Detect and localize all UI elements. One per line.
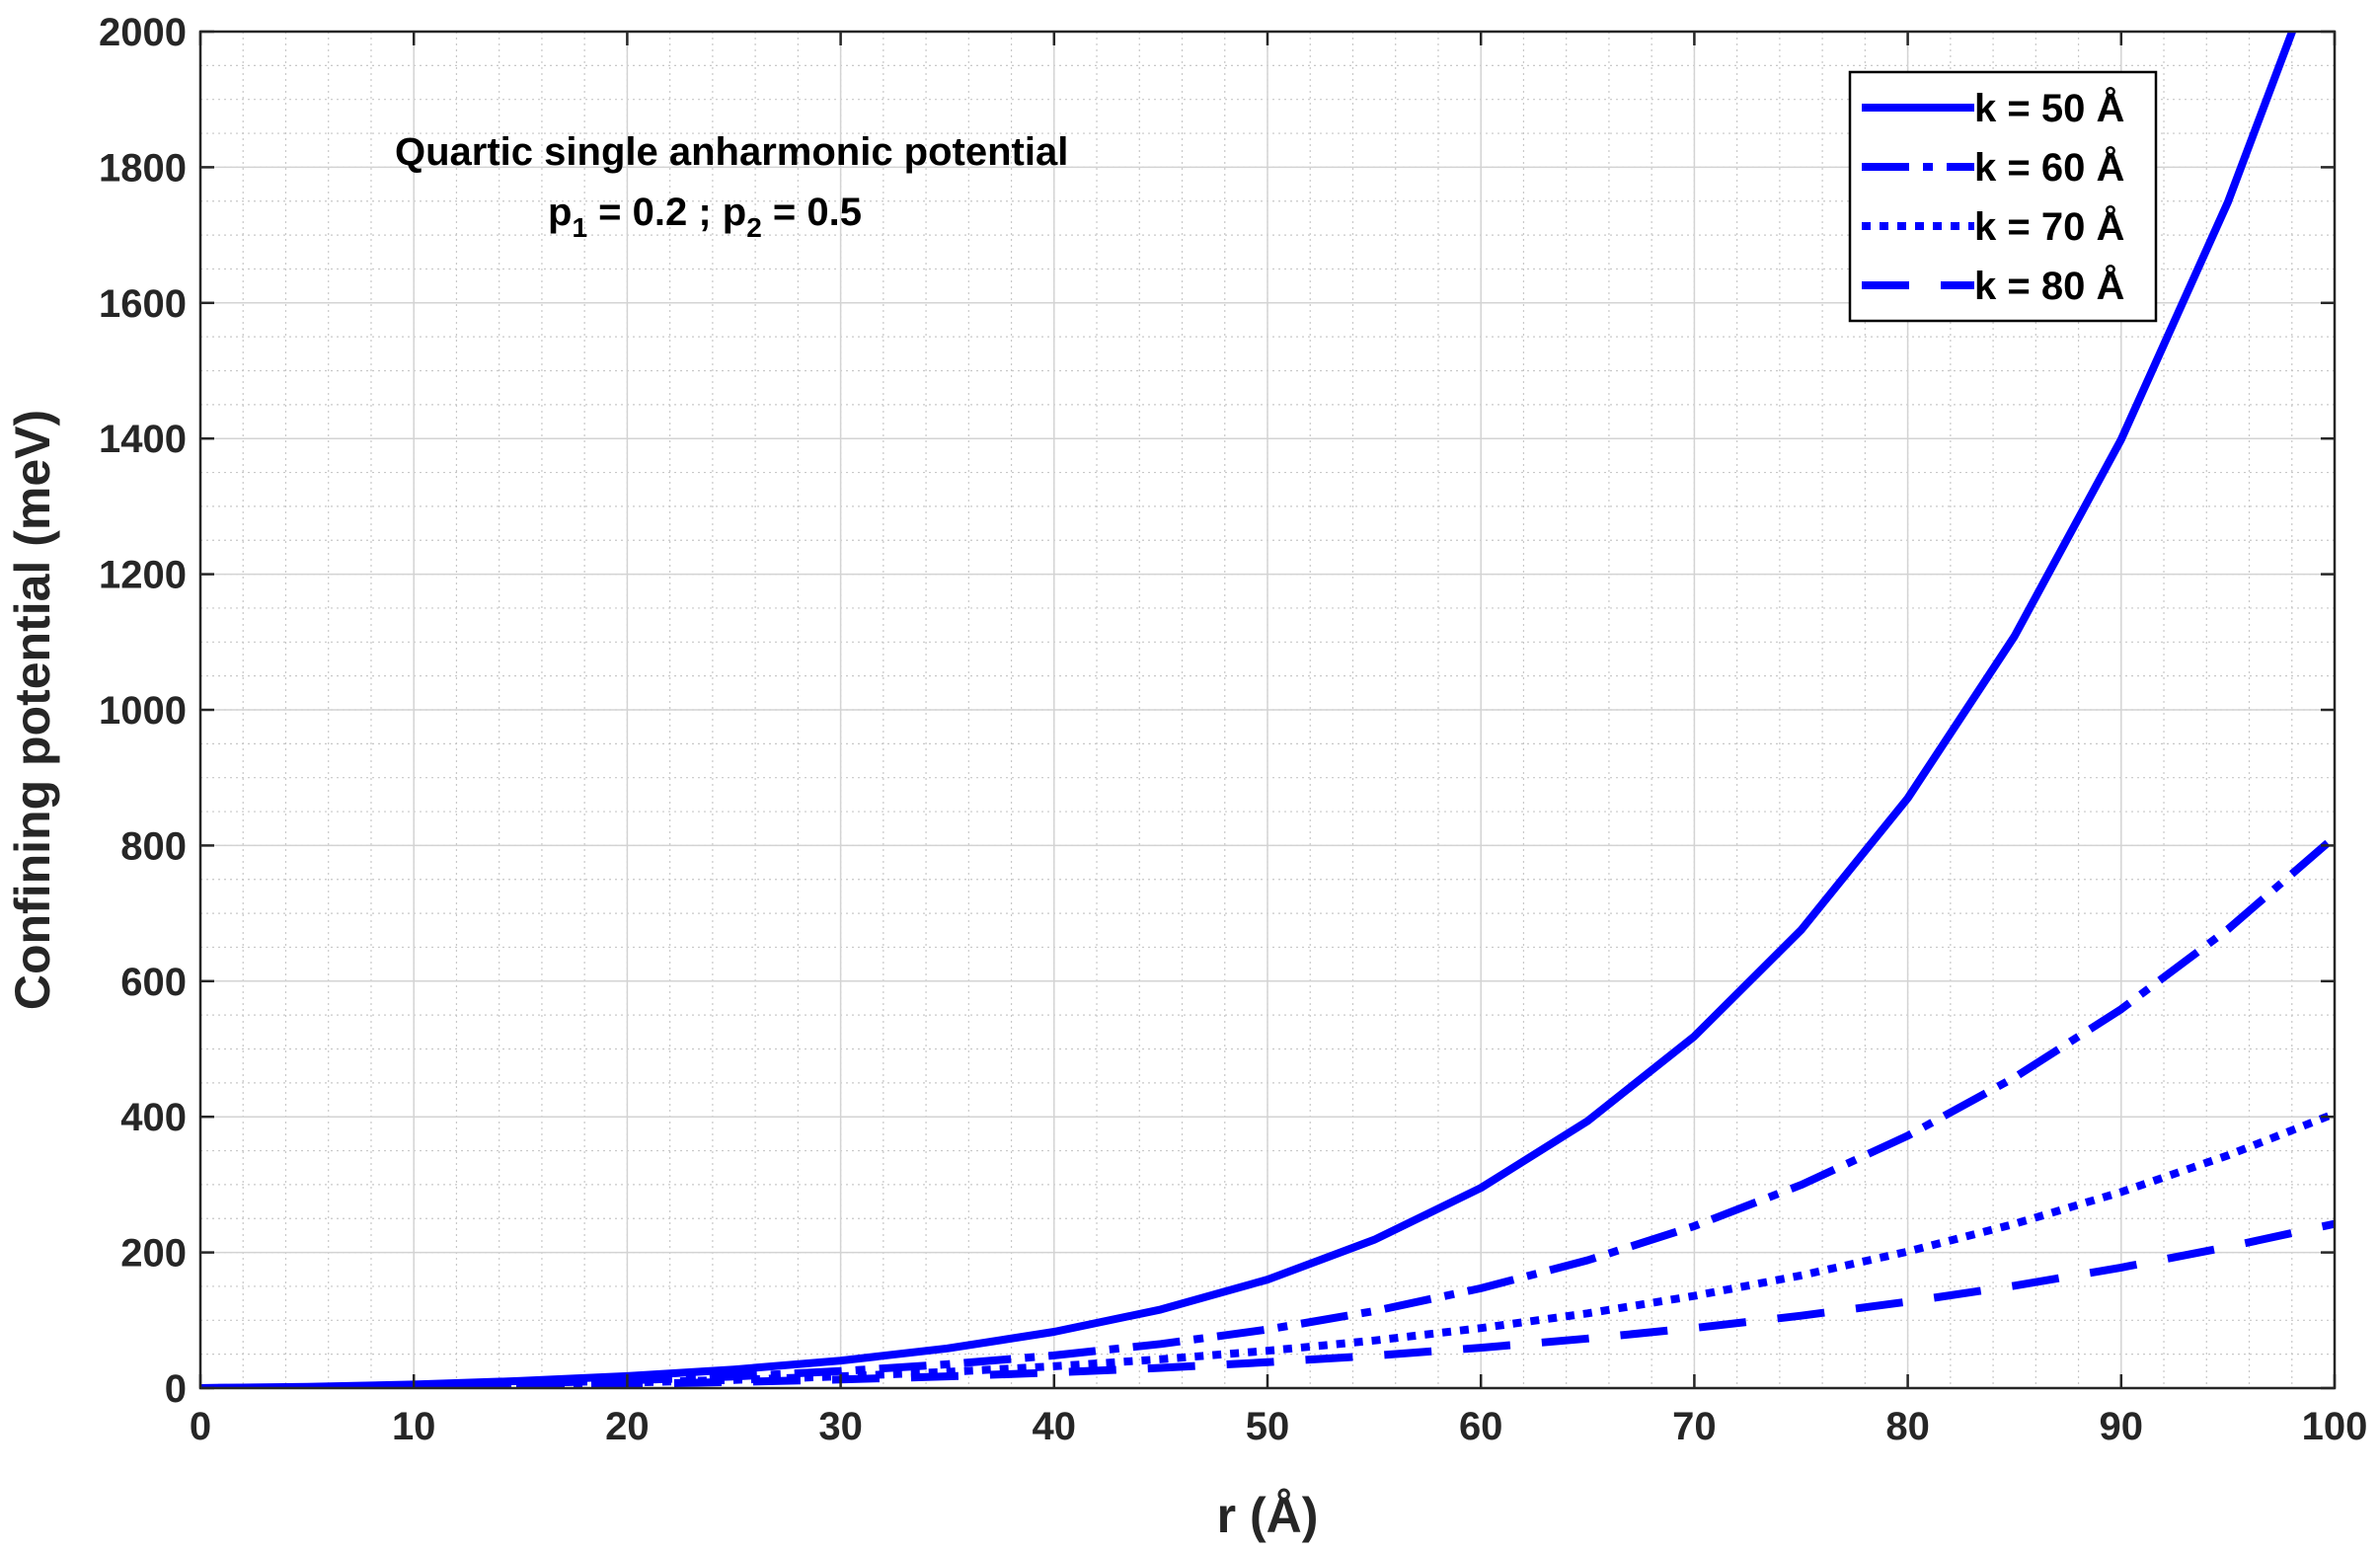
x-tick-label: 90 bbox=[2100, 1405, 2144, 1448]
annotation: Quartic single anharmonic potential p1 =… bbox=[395, 130, 1068, 243]
x-tick-label: 60 bbox=[1459, 1405, 1503, 1448]
x-tick-label: 80 bbox=[1885, 1405, 1930, 1448]
annotation-end: = 0.5 bbox=[762, 191, 862, 234]
legend-box bbox=[1848, 70, 2158, 323]
annotation-line-2: p1 = 0.2 ; p2 = 0.5 bbox=[548, 191, 862, 243]
x-tick-label: 0 bbox=[190, 1405, 211, 1448]
x-tick-label: 30 bbox=[818, 1405, 863, 1448]
plot-lines bbox=[200, 32, 2335, 1388]
x-tick-label: 70 bbox=[1672, 1405, 1717, 1448]
legend-label-3: k = 70 Å bbox=[1974, 204, 2124, 249]
y-tick-label: 1800 bbox=[99, 146, 187, 190]
annotation-line-1: Quartic single anharmonic potential bbox=[395, 130, 1068, 174]
y-tick-label: 1000 bbox=[99, 689, 187, 733]
y-tick-label: 400 bbox=[120, 1096, 187, 1139]
y-tick-label: 600 bbox=[120, 961, 187, 1004]
x-tick-label: 50 bbox=[1246, 1405, 1290, 1448]
x-tick-label: 100 bbox=[2302, 1405, 2368, 1448]
annotation-p1-base: p bbox=[548, 191, 572, 234]
y-axis-title: Confining potential (meV) bbox=[5, 410, 60, 1010]
annotation-p1-subscript: 1 bbox=[572, 212, 587, 243]
x-tick-label: 10 bbox=[392, 1405, 436, 1448]
legend-label-2: k = 60 Å bbox=[1974, 145, 2124, 190]
tick-labels: 0 10 20 30 40 50 60 70 80 90 100020040060080010001… bbox=[99, 11, 2367, 1448]
y-tick-label: 1600 bbox=[99, 282, 187, 326]
y-tick-label: 2000 bbox=[99, 11, 187, 54]
annotation-middle: = 0.2 ; p bbox=[587, 191, 746, 234]
axis-ticks bbox=[198, 30, 2337, 1390]
series-line-4 bbox=[200, 1219, 2335, 1388]
y-tick-label: 800 bbox=[120, 824, 187, 868]
y-tick-label: 1200 bbox=[99, 554, 187, 597]
annotation-p2-subscript: 2 bbox=[746, 212, 762, 243]
y-tick-label: 0 bbox=[165, 1367, 187, 1411]
y-tick-label: 200 bbox=[120, 1232, 187, 1276]
x-tick-label: 20 bbox=[605, 1405, 650, 1448]
x-tick-label: 40 bbox=[1033, 1405, 1077, 1448]
legend: k = 50 Å k = 60 Å k = 70 Å k = 80 Å bbox=[1848, 70, 2158, 323]
legend-label-4: k = 80 Å bbox=[1974, 264, 2124, 308]
legend-label-1: k = 50 Å bbox=[1974, 86, 2124, 130]
y-tick-label: 1400 bbox=[99, 418, 187, 461]
x-axis-title: r (Å) bbox=[1217, 1488, 1319, 1543]
